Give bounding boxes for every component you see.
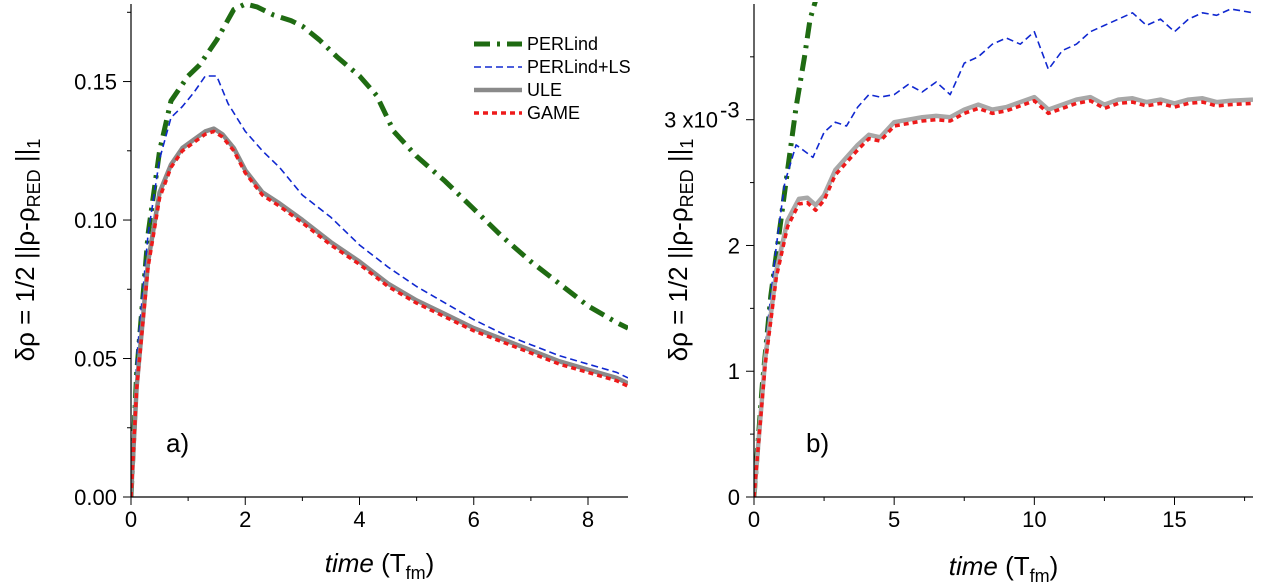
- series-line-ule: [754, 94, 1253, 497]
- y-tick-label: 0: [728, 485, 740, 510]
- y-tick-label: 3 x10: [664, 108, 718, 133]
- y-tick-label: 0.00: [74, 485, 117, 510]
- panel-label: b): [806, 428, 829, 458]
- y-tick-label: 1: [728, 359, 740, 384]
- series-line-game: [131, 129, 628, 497]
- y-axis-title: δρ = 1/2 ||ρ-ρRED ||1: [663, 139, 697, 362]
- y-axis-title: δρ = 1/2 ||ρ-ρRED ||1: [10, 139, 44, 362]
- y-tick-label: 0.15: [74, 70, 117, 95]
- x-axis-title: time (Tfm): [325, 548, 435, 583]
- legend-label: GAME: [527, 103, 580, 123]
- series-line-ule: [131, 126, 628, 497]
- panel-label: a): [166, 428, 189, 458]
- x-tick-label: 8: [582, 507, 594, 532]
- legend-label: ULE: [527, 80, 562, 100]
- series-line-perlind: [754, 2, 818, 497]
- x-tick-label: 15: [1162, 507, 1186, 532]
- legend: PERLind PERLind+LS ULE GAME: [474, 34, 631, 123]
- y-tick-label: 0.05: [74, 347, 117, 372]
- y-tick-label: 0.10: [74, 208, 117, 233]
- legend-label: PERLind: [527, 34, 598, 54]
- y-tick-label: 2: [728, 233, 740, 258]
- series-line-perlind-ls: [131, 75, 628, 497]
- x-tick-label: 6: [468, 507, 480, 532]
- y-tick-exponent: -3: [720, 98, 740, 123]
- series-line-perlind-ls: [754, 8, 1253, 497]
- x-tick-label: 0: [748, 507, 760, 532]
- legend-label: PERLind+LS: [527, 57, 631, 77]
- chart-panel-2: 0 5 10 15 0 1 2 3 x10 -3 time (Tfm) δρ = 1/2 ||ρ-ρ…: [663, 2, 1253, 586]
- x-tick-label: 5: [888, 507, 900, 532]
- series-line-perlind: [131, 2, 628, 497]
- x-tick-label: 2: [239, 507, 251, 532]
- x-tick-label: 10: [1022, 507, 1046, 532]
- x-axis-title: time (Tfm): [949, 551, 1059, 586]
- x-tick-label: 4: [353, 507, 365, 532]
- chart-panel-1: 0 2 4 6 8 0.00 0.05 0.10 0.15 time (Tfm) δρ = 1/2 …: [10, 2, 631, 583]
- x-tick-label: 0: [125, 507, 137, 532]
